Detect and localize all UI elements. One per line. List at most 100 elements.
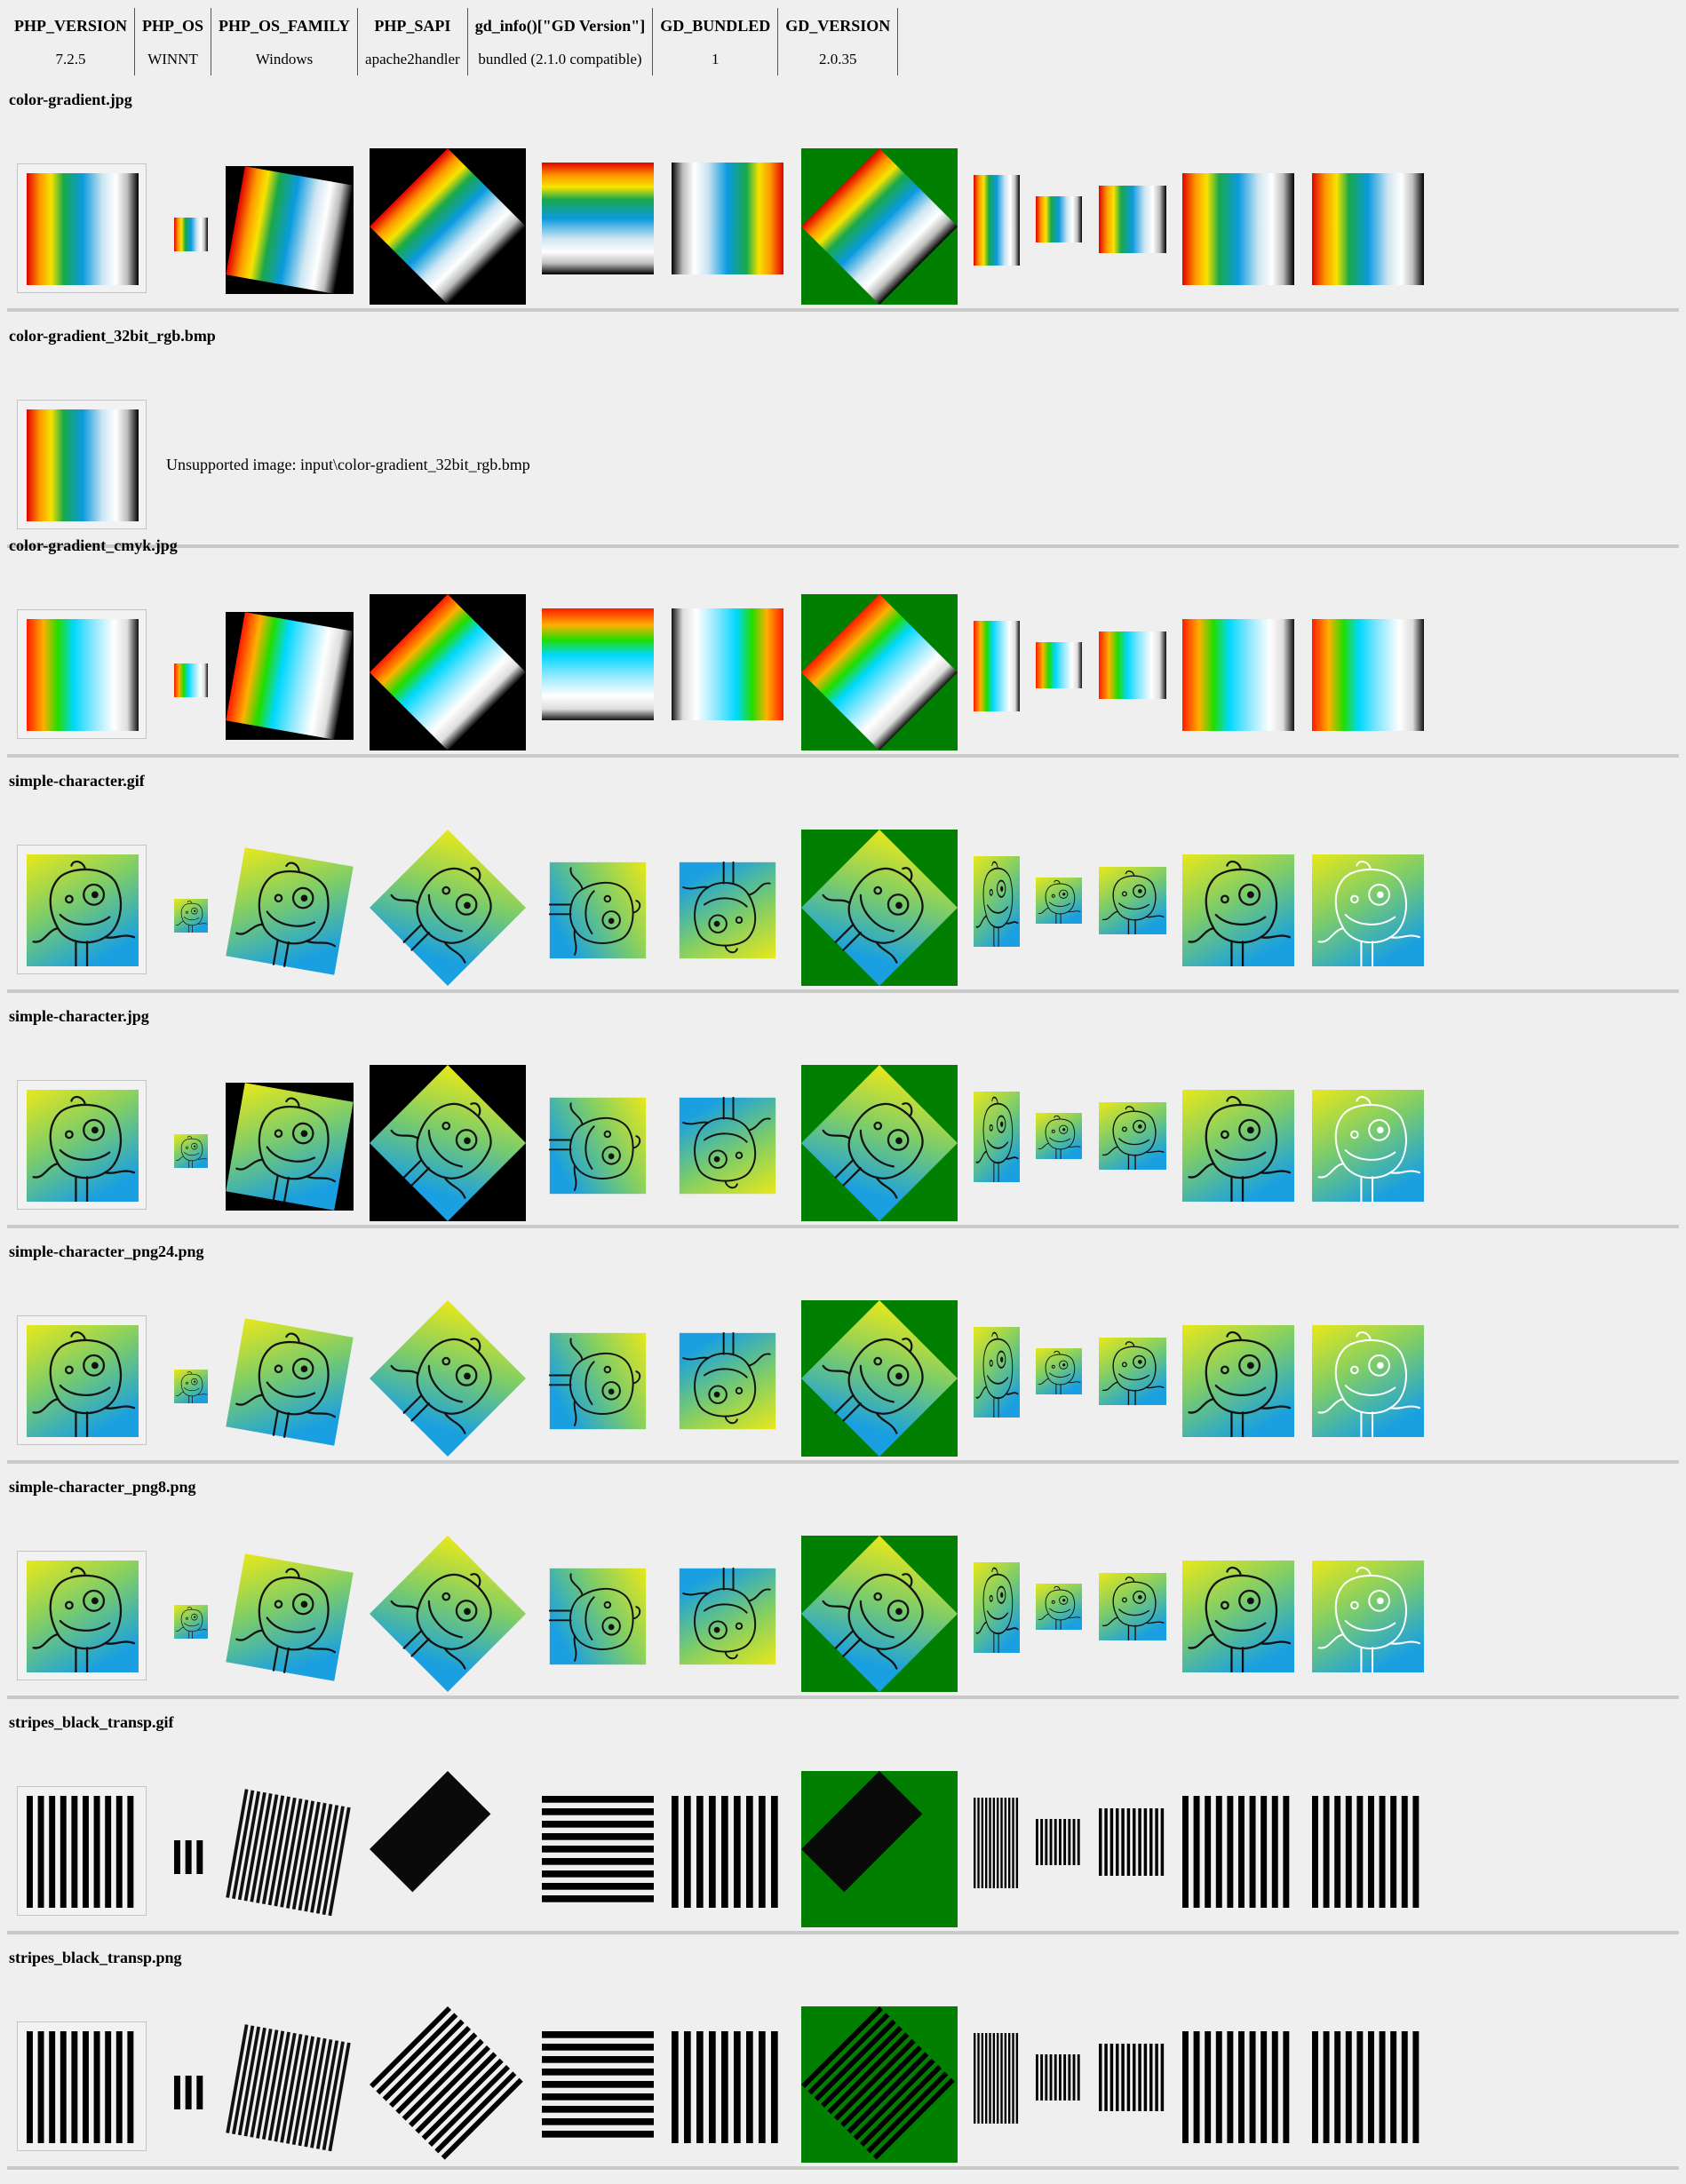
rotated-image [226,1083,354,1211]
narrow-resize-image [974,1327,1020,1418]
small-resize-image [1036,1819,1080,1865]
rotated-image [226,847,354,975]
narrow-resize-image [974,175,1020,266]
section-separator [7,544,1679,548]
medium-resize-image [1099,1102,1166,1170]
info-value-row: 7.2.5 WINNT Windows apache2handler bundl… [7,44,899,75]
original-image [27,1090,139,1202]
value-gd-bundled: 1 [652,44,779,75]
rotated-green-background-image [801,148,958,305]
rotated-45-image [370,1300,526,1457]
medium-resize-image [1099,1808,1165,1876]
wide-resize-image [1182,1561,1294,1672]
original-image [27,1325,139,1437]
rotated-45-image [370,2006,523,2160]
section-filename: stripes_black_transp.gif [9,1713,174,1731]
rotated-45-image [370,1536,526,1692]
rotated-45-image [370,1065,526,1221]
rotated-green-background-image [801,1065,958,1221]
section-separator [7,989,1679,993]
rotated-90-image [542,2031,654,2138]
narrow-resize-image [974,1798,1019,1888]
value-php-sapi: apache2handler [357,44,468,75]
section-filename: simple-character_png8.png [9,1478,196,1496]
unsupported-image-message: Unsupported image: input\color-gradient_… [166,456,530,473]
image-section: stripes_black_transp.gif [0,1713,1686,1949]
image-section: simple-character.jpg [0,1007,1686,1243]
small-resize-image [1036,196,1082,242]
small-resize-image [1036,1584,1082,1630]
section-separator [7,1460,1679,1464]
value-php-os: WINNT [134,44,212,75]
section-filename: color-gradient_cmyk.jpg [9,536,178,554]
crop-thumbnail [174,663,208,697]
value-php-os-family: Windows [211,44,359,75]
crop-thumbnail [174,1840,203,1874]
image-section: color-gradient_32bit_rgb.bmp Unsupported … [0,327,1686,562]
wide-resize-image [1182,1796,1290,1908]
wide-resize-image [1182,1090,1294,1202]
vertical-flip-image [542,163,654,274]
image-section: simple-character_png24.png [0,1243,1686,1478]
medium-resize-image [1099,2044,1165,2111]
filtered-image [1312,619,1424,731]
flipped-image [672,1796,778,1908]
flipped-image [679,1567,776,1665]
crop-thumbnail [174,1605,208,1639]
medium-resize-image [1099,1573,1166,1640]
flipped-image [672,608,783,720]
header-php-os: PHP_OS [134,8,212,44]
wide-resize-image [1182,854,1294,966]
flipped-image [672,163,783,274]
rotated-90-image [548,1568,647,1665]
section-filename: simple-character.gif [9,772,145,790]
section-separator [7,754,1679,758]
rotated-green-background-image [801,594,958,751]
narrow-resize-image [974,856,1020,947]
wide-resize-image [1182,1325,1294,1437]
wide-resize-image [1182,173,1294,285]
wide-resize-image [1182,619,1294,731]
section-separator [7,1225,1679,1228]
crop-thumbnail [174,1370,208,1403]
section-separator [7,308,1679,312]
narrow-resize-image [974,621,1020,711]
medium-resize-image [1099,867,1166,934]
image-section: simple-character.gif [0,772,1686,1007]
small-resize-image [1036,1113,1082,1159]
narrow-resize-image [974,1562,1020,1653]
header-php-version: PHP_VERSION [7,8,136,44]
rotated-45-image [370,1771,491,1893]
section-filename: simple-character.jpg [9,1007,149,1025]
section-filename: stripes_black_transp.png [9,1949,182,1966]
rotated-image [226,612,354,740]
small-resize-image [1036,1348,1082,1394]
filtered-image [1312,1325,1424,1437]
original-image [27,409,139,521]
rotated-90-image [548,1332,647,1430]
crop-thumbnail [174,218,208,251]
filtered-image [1312,1796,1420,1908]
narrow-resize-image [974,1092,1020,1182]
flipped-image [672,2031,778,2143]
section-separator [7,1931,1679,1934]
rotated-image [226,1318,354,1446]
flipped-image [679,1331,776,1430]
rotated-green-background-image [801,2006,958,2163]
original-image [27,173,139,285]
filtered-image [1312,1561,1424,1672]
section-separator [7,2166,1679,2170]
info-header-row: PHP_VERSION PHP_OS PHP_OS_FAMILY PHP_SAP… [7,8,899,44]
medium-resize-image [1099,1338,1166,1405]
rotated-image [226,1553,354,1681]
section-filename: simple-character_png24.png [9,1243,204,1260]
header-gd-info-version: gd_info()["GD Version"] [467,8,654,44]
rotated-image [226,166,354,294]
header-gd-version: GD_VERSION [777,8,899,44]
image-section: stripes_black_transp.png [0,1949,1686,2184]
header-gd-bundled: GD_BUNDLED [652,8,779,44]
rotated-45-image [370,594,526,751]
rotated-green-background-image [801,1536,958,1692]
original-image [27,1561,139,1672]
header-php-os-family: PHP_OS_FAMILY [211,8,359,44]
